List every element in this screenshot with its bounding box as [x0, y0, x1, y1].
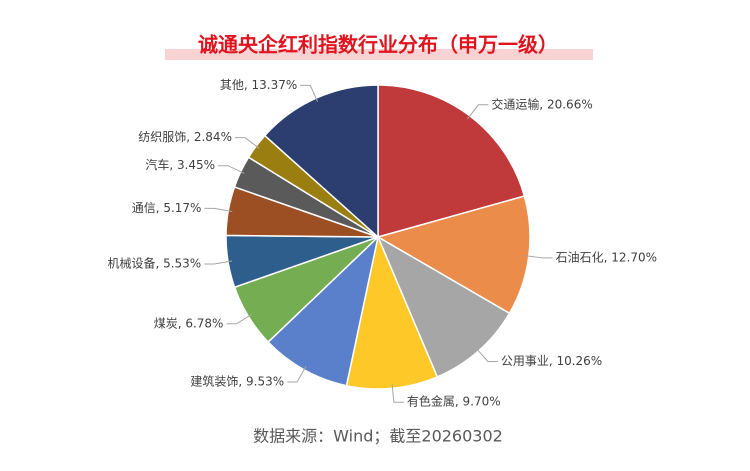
- leader-line: [467, 104, 489, 120]
- data-label: 纺织服饰, 2.84%: [138, 130, 232, 144]
- data-label: 交通运输, 20.66%: [491, 96, 592, 111]
- data-label: 其他, 13.37%: [220, 78, 297, 92]
- data-label: 汽车, 3.45%: [145, 157, 215, 172]
- data-label: 有色金属, 9.70%: [407, 394, 501, 409]
- data-label: 石油石化, 12.70%: [556, 250, 657, 264]
- leader-line: [391, 384, 404, 403]
- leader-line: [218, 165, 245, 174]
- data-label: 机械设备, 5.53%: [107, 255, 201, 270]
- data-label: 煤炭, 6.78%: [154, 316, 224, 330]
- leader-line: [226, 313, 253, 325]
- leader-line: [204, 260, 233, 265]
- source-note: 数据来源：Wind；截至20260302: [253, 427, 503, 446]
- leader-line: [524, 255, 553, 259]
- chart-title: 诚通央企红利指数行业分布（申万一级）: [198, 33, 558, 57]
- data-label: 建筑装饰, 9.53%: [190, 374, 284, 389]
- leader-line: [475, 347, 498, 362]
- leader-line: [234, 137, 260, 149]
- title-highlight: [165, 49, 593, 60]
- data-label: 公用事业, 10.26%: [501, 354, 602, 368]
- leader-line: [300, 84, 319, 103]
- leader-line: [204, 207, 233, 213]
- data-label: 通信, 5.17%: [132, 201, 202, 215]
- leader-line: [287, 366, 307, 383]
